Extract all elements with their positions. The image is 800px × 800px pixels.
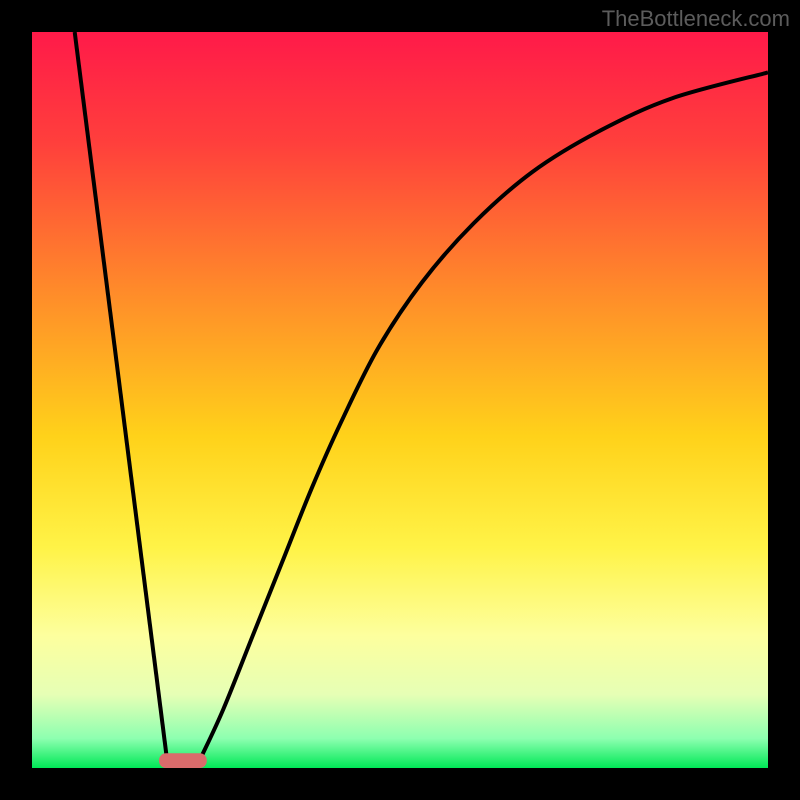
gradient-plot-area: [32, 32, 768, 768]
bottleneck-chart: [0, 0, 800, 800]
chart-frame: TheBottleneck.com: [0, 0, 800, 800]
bottleneck-marker: [159, 753, 207, 768]
watermark-text: TheBottleneck.com: [602, 6, 790, 32]
